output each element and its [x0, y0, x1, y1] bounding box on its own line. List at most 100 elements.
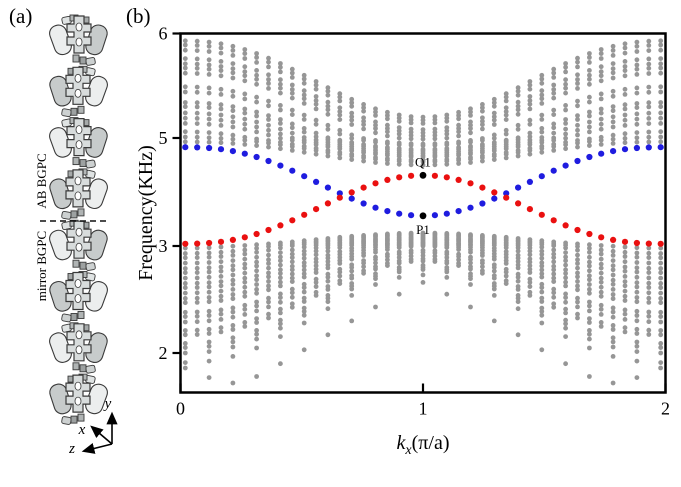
bulk-dot [349, 100, 355, 106]
bulk-band-dots [182, 38, 664, 386]
bulk-dot [194, 116, 200, 121]
bulk-dot [598, 137, 604, 143]
bulk-dot [598, 121, 604, 127]
bulk-dot [373, 119, 378, 125]
bulk-dot [634, 49, 640, 54]
bulk-dot [575, 72, 580, 78]
bulk-dot [242, 275, 248, 281]
bulk-dot [230, 70, 236, 76]
bulk-dot [432, 120, 438, 126]
z-axis-letter: z [68, 441, 75, 457]
bulk-dot [230, 119, 236, 125]
bulk-dot [622, 325, 628, 331]
bulk-dot [289, 82, 295, 88]
bulk-dot [408, 259, 414, 264]
bulk-dot [622, 86, 628, 92]
bulk-dot [563, 310, 568, 316]
bulk-dot [622, 140, 628, 146]
bulk-dot [575, 274, 580, 280]
bulk-dot [646, 250, 652, 256]
bulk-dot [622, 293, 628, 299]
bulk-dot [634, 349, 640, 354]
bulk-dot [539, 88, 545, 94]
bulk-dot [598, 126, 604, 132]
bulk-dot [622, 274, 628, 279]
bulk-dot [587, 245, 592, 251]
bulk-dot [289, 66, 295, 72]
bulk-dot [420, 258, 426, 264]
bulk-dot [373, 266, 378, 272]
bulk-dot [598, 69, 604, 75]
bulk-dot [634, 289, 640, 295]
bulk-dot [325, 259, 331, 264]
bulk-dot [658, 350, 664, 356]
bulk-dot [598, 312, 604, 317]
edge-blue-dot [586, 153, 593, 161]
bulk-dot [218, 112, 224, 118]
bulk-dot [337, 269, 343, 275]
bulk-dot [301, 140, 307, 145]
bulk-dot [206, 299, 212, 305]
bulk-dot [491, 103, 497, 109]
bulk-dot [182, 285, 188, 291]
bulk-dot [289, 243, 295, 249]
bulk-dot [551, 294, 557, 300]
bulk-dot [610, 53, 616, 58]
bulk-dot [182, 42, 188, 48]
bulk-dot [182, 332, 188, 338]
bulk-dot [551, 87, 557, 92]
edge-blue-dot [229, 148, 236, 155]
bulk-dot [206, 57, 212, 63]
bulk-dot [206, 130, 212, 136]
edge-red-dot [621, 238, 629, 245]
bulk-dot [349, 153, 355, 159]
bulk-dot [408, 120, 414, 126]
bulk-dot [373, 122, 378, 128]
bulk-dot [563, 258, 568, 264]
bulk-dot [218, 92, 224, 97]
bulk-dot [373, 139, 378, 145]
bulk-dot [646, 104, 652, 110]
bulk-dot [289, 279, 295, 284]
bulk-dot [289, 125, 295, 131]
bulk-dot [563, 295, 568, 300]
bulk-dot [587, 76, 592, 82]
bulk-dot [563, 291, 568, 297]
bulk-dot [658, 115, 664, 121]
bulk-dot [289, 271, 295, 277]
bulk-dot [218, 307, 224, 313]
bulk-dot [634, 331, 640, 336]
bulk-dot [194, 285, 200, 290]
bulk-dot [634, 299, 640, 305]
bulk-dot [242, 320, 248, 325]
bulk-dot [468, 257, 473, 262]
bulk-dot [206, 245, 212, 251]
bulk-dot [325, 287, 331, 292]
bulk-dot [598, 106, 604, 112]
bulk-dot [610, 296, 616, 302]
bulk-dot [206, 62, 212, 68]
bulk-dot [266, 315, 271, 321]
edge-red-dot [598, 234, 605, 241]
edge-blue-dot [633, 144, 641, 152]
bulk-dot [301, 248, 307, 254]
y-axis-title: Frequency(KHz) [135, 145, 157, 281]
bulk-dot [278, 361, 283, 367]
bulk-dot [539, 72, 545, 78]
x-axis-letter: x [78, 422, 86, 438]
bulk-dot [432, 162, 438, 168]
bulk-dot [194, 275, 200, 281]
bulk-dot [325, 85, 331, 91]
x-tick-label: 0 [176, 399, 185, 419]
bulk-dot [539, 248, 545, 254]
bulk-dot [289, 263, 295, 269]
bulk-dot [468, 266, 473, 272]
bulk-dot [622, 112, 628, 118]
bulk-dot [218, 244, 224, 250]
bulk-dot [432, 133, 438, 138]
bulk-dot [444, 135, 450, 141]
edge-blue-dot [621, 146, 629, 153]
bulk-dot [313, 98, 319, 103]
bulk-dot [230, 305, 236, 311]
bulk-dot [658, 275, 664, 281]
